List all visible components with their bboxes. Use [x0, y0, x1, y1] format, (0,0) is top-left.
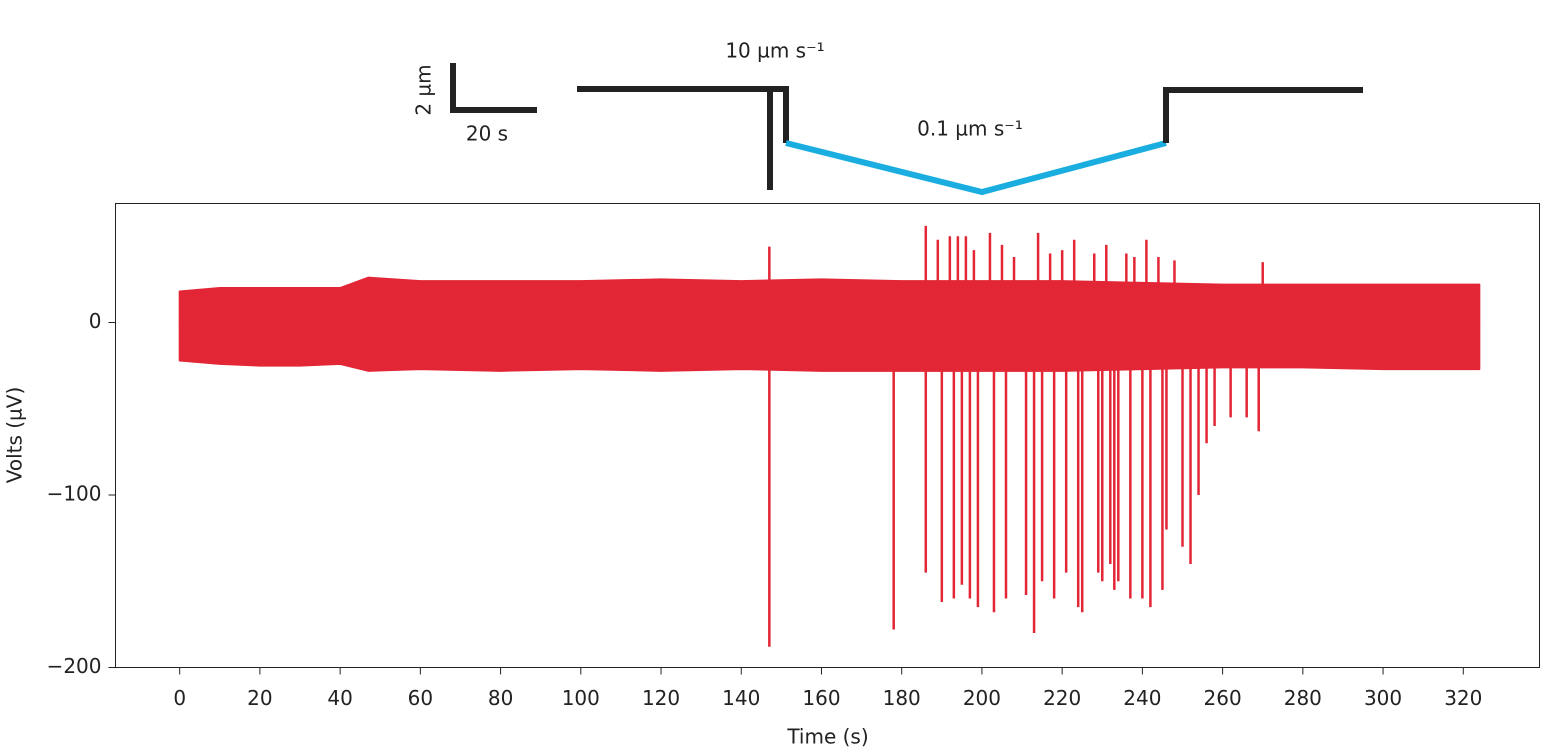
x-tick-label: 280 — [1284, 686, 1322, 710]
y-tick-label: −100 — [47, 482, 102, 506]
annotation: 10 µm s⁻¹ — [725, 39, 824, 63]
signal-envelope — [178, 321, 1481, 372]
scale-x-label: 20 s — [466, 122, 508, 146]
protocol-step — [577, 86, 773, 190]
x-tick-label: 320 — [1444, 686, 1482, 710]
protocol-step — [770, 86, 789, 143]
x-tick-label: 200 — [963, 686, 1001, 710]
y-tick-label: −200 — [47, 654, 102, 678]
scale-bar — [450, 63, 537, 113]
plot-frame — [115, 203, 1540, 668]
x-tick-label: 60 — [408, 686, 433, 710]
signal-envelope — [178, 276, 1481, 324]
x-axis-label: Time (s) — [786, 725, 868, 749]
x-tick-label: 140 — [722, 686, 760, 710]
y-axis-label: Volts (µV) — [3, 387, 27, 484]
x-tick-label: 20 — [247, 686, 272, 710]
protocol-ramp — [785, 140, 1167, 196]
x-tick-label: 160 — [802, 686, 840, 710]
x-tick-label: 300 — [1364, 686, 1402, 710]
x-tick-label: 40 — [327, 686, 352, 710]
y-tick-label: 0 — [89, 309, 102, 333]
x-tick-label: 80 — [488, 686, 513, 710]
x-tick-label: 100 — [562, 686, 600, 710]
annotation: 0.1 µm s⁻¹ — [917, 117, 1023, 141]
x-tick-label: 260 — [1204, 686, 1242, 710]
x-tick-label: 220 — [1043, 686, 1081, 710]
x-tick-label: 120 — [642, 686, 680, 710]
protocol-step — [1163, 87, 1363, 143]
x-tick-label: 0 — [173, 686, 186, 710]
x-tick-label: 180 — [883, 686, 921, 710]
scale-y-label: 2 µm — [412, 64, 436, 115]
x-tick-label: 240 — [1123, 686, 1161, 710]
